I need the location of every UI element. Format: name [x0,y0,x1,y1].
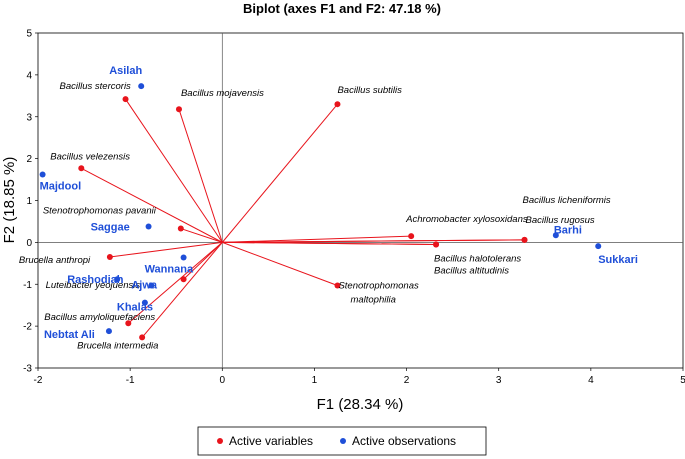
observation-point [105,328,112,335]
x-tick-label: 0 [220,375,226,386]
x-tick-label: -2 [34,375,43,386]
observation-point [595,243,602,250]
variable-label: Bacillus amyloliquefaciens [44,312,155,323]
variable-label: Bacillus subtilis [337,85,402,96]
variable-label: Bacillus velezensis [50,151,130,162]
observation-point [148,282,155,289]
legend-marker-variables [217,438,223,444]
variable-point [177,225,184,232]
variable-label: Bacillus stercoris [60,81,132,92]
variable-label: Bacillus mojavensis [181,88,264,99]
variable-label: Bacillus licheniformis [523,195,611,206]
x-tick-label: -1 [126,375,135,386]
observation-label: Rashodiah [67,274,124,286]
variable-label: Brucella intermedia [77,340,158,351]
observation-label: Majdool [40,181,82,193]
variable-vector [180,228,223,243]
variable-label: Stenotrophomonas pavanii [43,206,157,217]
variable-point [122,96,129,103]
variable-point [125,320,132,327]
variable-vector [109,241,223,258]
variable-vector [222,239,525,243]
variable-point [334,282,341,289]
y-tick-label: 0 [26,238,32,249]
variable-label: Bacillus rugosus [526,215,595,226]
y-tick-label: -1 [23,280,32,291]
variable-point [334,101,341,108]
variable-vector [141,242,223,338]
variable-vector [222,241,437,245]
x-tick-label: 2 [404,375,410,386]
variable-point [408,233,415,240]
variable-vector [222,235,412,243]
observation-label: Wannana [145,263,194,275]
legend: Active variables Active observations [197,426,487,456]
observation-label: Khalas [117,302,153,314]
observation-label: Sukkari [598,254,638,266]
variable-point [180,276,187,283]
observation-point [39,171,46,178]
variable-vector [127,241,223,324]
observation-label: Ajwa [131,280,158,292]
observation-point [180,254,187,261]
observation-point [114,276,121,283]
variable-vectors: Bacillus stercoris Bacillus mojavensis Bac… [19,81,611,351]
observation-label: Asilah [109,65,142,77]
observation-point [141,299,148,306]
chart-title: Biplot (axes F1 and F2: 47.18 %) [243,1,441,16]
y-tick-label: 4 [26,70,32,81]
variable-vector [125,98,223,243]
x-tick-label: 5 [680,375,685,386]
variable-label-line2: maltophilia [350,295,395,306]
variable-vector [178,109,223,243]
y-axis-title: F2 (18.85 %) [1,157,18,244]
variable-vector [222,241,338,286]
variable-label: Stenotrophomonas [338,281,419,292]
legend-label-variables: Active variables [229,434,313,448]
observation-points: Asilah Majdool Saggae Wannana Rashodiah Ajwa K… [39,65,638,341]
legend-label-observations: Active observations [352,434,456,448]
variable-label: Bacillus halotolerans [434,253,521,264]
observation-point [145,223,152,230]
observation-label: Saggae [91,221,130,233]
variable-point [521,236,528,243]
observation-point [552,232,559,239]
y-tick-label: -3 [23,364,32,375]
variable-label: Bacillus altitudinis [434,265,509,276]
variable-point [175,106,182,113]
x-tick-label: 4 [588,375,594,386]
y-tick-label: 3 [26,112,32,123]
legend-marker-observations [340,438,346,444]
y-tick-label: 5 [26,29,32,40]
observation-point [138,83,145,90]
x-tick-label: 3 [496,375,502,386]
observation-label: Nebtat Ali [44,329,95,341]
variable-label: Brucella anthropi [19,255,91,266]
variable-point [433,241,440,248]
y-tick-label: 2 [26,154,32,165]
variable-label: Achromobacter xylosoxidans [405,214,528,225]
y-tick-label: 1 [26,196,32,207]
variable-vector [221,103,338,243]
variable-label: Luteibacter yeojuensis [46,280,141,291]
x-axis-title: F1 (28.34 %) [317,396,404,413]
variable-point [106,254,113,261]
y-tick-label: -2 [23,322,32,333]
x-tick-label: 1 [312,375,318,386]
variable-point [139,334,146,341]
variable-vector [81,167,223,243]
observation-label: Barhi [554,224,582,236]
variable-point [78,165,85,172]
